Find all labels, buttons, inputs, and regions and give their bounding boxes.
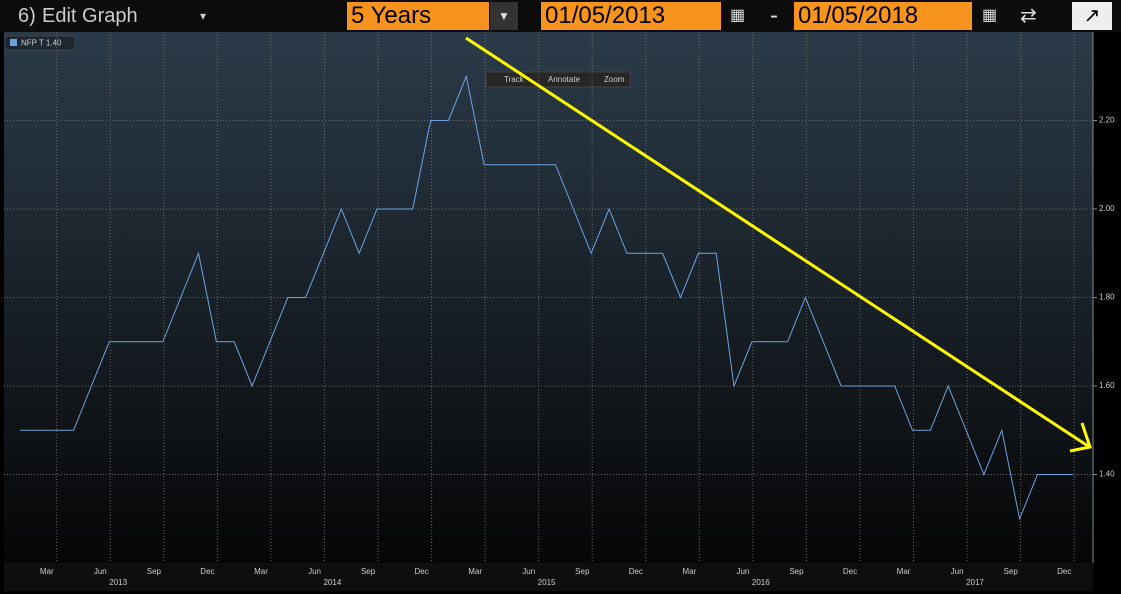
x-tick-label: Mar — [468, 567, 482, 576]
dropdown-caret[interactable]: ▾ — [200, 9, 207, 23]
x-tick-label: Sep — [789, 567, 804, 576]
x-tick-label: Dec — [200, 567, 214, 576]
date-separator: - — [770, 2, 778, 29]
x-year-label: 2016 — [752, 578, 770, 587]
end-calendar[interactable]: ▦ — [982, 7, 998, 24]
y-tick-label: 1.40 — [1099, 470, 1115, 479]
y-tick-label: 2.00 — [1099, 204, 1115, 213]
x-tick-label: Dec — [415, 567, 429, 576]
period-dropdown[interactable]: ▼ — [490, 2, 518, 30]
start-calendar[interactable]: ▦ — [730, 7, 746, 24]
start-date[interactable]: 01/05/2013 — [541, 2, 721, 30]
x-tick-label: Sep — [1004, 567, 1019, 576]
y-tick-label: 2.20 — [1099, 116, 1115, 125]
x-tick-label: Mar — [682, 567, 696, 576]
x-tick-label: Dec — [843, 567, 857, 576]
x-year-label: 2013 — [109, 578, 127, 587]
x-tick-label: Sep — [575, 567, 590, 576]
zoom[interactable]: Zoom — [604, 75, 625, 84]
y-tick-label: 1.80 — [1099, 293, 1115, 302]
x-year-label: 2015 — [538, 578, 556, 587]
x-tick-label: Jun — [94, 567, 107, 576]
x-tick-label: Jun — [736, 567, 749, 576]
legend-swatch — [10, 39, 17, 46]
x-tick-label: Jun — [522, 567, 535, 576]
edit-graph[interactable]: Edit Graph — [42, 5, 138, 27]
trend-arrow — [465, 36, 1089, 448]
x-tick-label: Dec — [1057, 567, 1071, 576]
legend — [4, 35, 76, 51]
x-tick-label: Mar — [897, 567, 911, 576]
x-tick-label: Mar — [254, 567, 268, 576]
plot: 1.40 1.60 1.80 2.00 2.20 Mar Jun Sep Dec Mar Jun Se… — [4, 32, 1115, 587]
annotate[interactable]: Annotate — [548, 75, 581, 84]
x-tick-label: Jun — [951, 567, 964, 576]
x-tick-label: Dec — [629, 567, 643, 576]
plot-background — [4, 32, 1093, 563]
period-select[interactable]: 5 Years — [347, 2, 489, 30]
legend-label: NFP T 1.40 — [21, 39, 62, 48]
refresh[interactable]: ⇄ — [1020, 5, 1037, 27]
x-tick-label: Jun — [308, 567, 321, 576]
x-tick-label: Sep — [147, 567, 162, 576]
export[interactable]: ↗ — [1072, 2, 1112, 30]
x-axis-band — [4, 563, 1093, 591]
y-tick-label: 1.60 — [1099, 381, 1115, 390]
toolbar: 6) Edit Graph ▾ 5 Years ▼ 01/05/2013 ▦ -… — [0, 0, 1121, 32]
chart: NFP T 1.40 Track Annotate Zoom 1.401.601… — [4, 32, 1115, 591]
end-date[interactable]: 01/05/2018 — [794, 2, 972, 30]
x-year-label: 2014 — [323, 578, 341, 587]
trend-arrowhead — [1069, 422, 1092, 453]
x-year-label: 2017 — [966, 578, 984, 587]
x-tick-label: Sep — [361, 567, 376, 576]
x-tick-label: Mar — [40, 567, 54, 576]
data-line — [20, 74, 1074, 521]
menu-number: 6) — [18, 5, 36, 27]
track[interactable]: Track — [504, 75, 525, 84]
